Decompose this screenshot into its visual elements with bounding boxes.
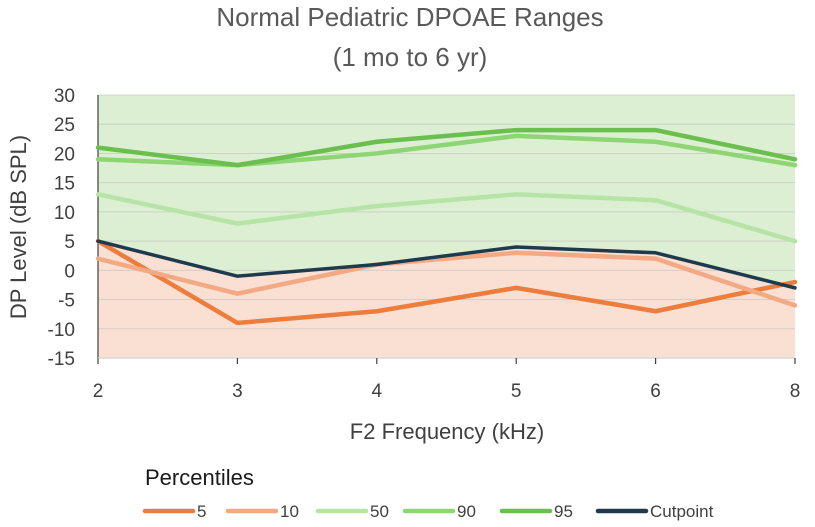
series-lines xyxy=(95,127,798,326)
x-tick-label: 6 xyxy=(650,381,661,402)
y-tick-label: -10 xyxy=(48,320,75,341)
series-line-5 xyxy=(95,238,798,326)
y-tick-label: 30 xyxy=(54,86,75,107)
normal-range-region xyxy=(98,95,795,288)
legend-label-10: 10 xyxy=(280,502,299,521)
x-tick-label: 4 xyxy=(372,381,383,402)
legend-label-50: 50 xyxy=(370,502,389,521)
y-tick-label: 15 xyxy=(54,174,75,195)
chart-title-line-2: (1 mo to 6 yr) xyxy=(333,42,488,72)
y-tick-label: 10 xyxy=(54,203,75,224)
y-tick-label: 5 xyxy=(64,232,75,253)
series-line-50 xyxy=(95,192,798,244)
y-tick-label: -15 xyxy=(48,349,75,370)
series-line-cutpoint xyxy=(96,239,797,290)
y-tick-label: 0 xyxy=(64,261,75,282)
x-axis-label: F2 Frequency (kHz) xyxy=(350,419,544,444)
legend-label-cutpoint: Cutpoint xyxy=(650,502,714,521)
legend-label-5: 5 xyxy=(197,502,206,521)
chart-text: Normal Pediatric DPOAE Ranges (1 mo to 6… xyxy=(6,2,800,490)
legend: 5 10 50 90 95 Cutpoint xyxy=(142,502,714,521)
x-tick-label: 2 xyxy=(93,381,104,402)
y-tick-label: 25 xyxy=(54,115,75,136)
axes xyxy=(97,95,796,364)
y-axis-label: DP Level (dB SPL) xyxy=(6,135,31,319)
y-tick-label: -5 xyxy=(58,291,75,312)
series-line-10 xyxy=(95,250,798,308)
x-tick-label: 8 xyxy=(790,381,801,402)
x-tick-label: 5 xyxy=(511,381,522,402)
series-line-95 xyxy=(95,127,798,168)
legend-label-95: 95 xyxy=(554,502,573,521)
y-tick-label: 20 xyxy=(54,144,75,165)
legend-title: Percentiles xyxy=(145,465,254,490)
x-tick-label: 3 xyxy=(232,381,243,402)
legend-label-90: 90 xyxy=(457,502,476,521)
chart-title-line-1: Normal Pediatric DPOAE Ranges xyxy=(216,2,603,32)
